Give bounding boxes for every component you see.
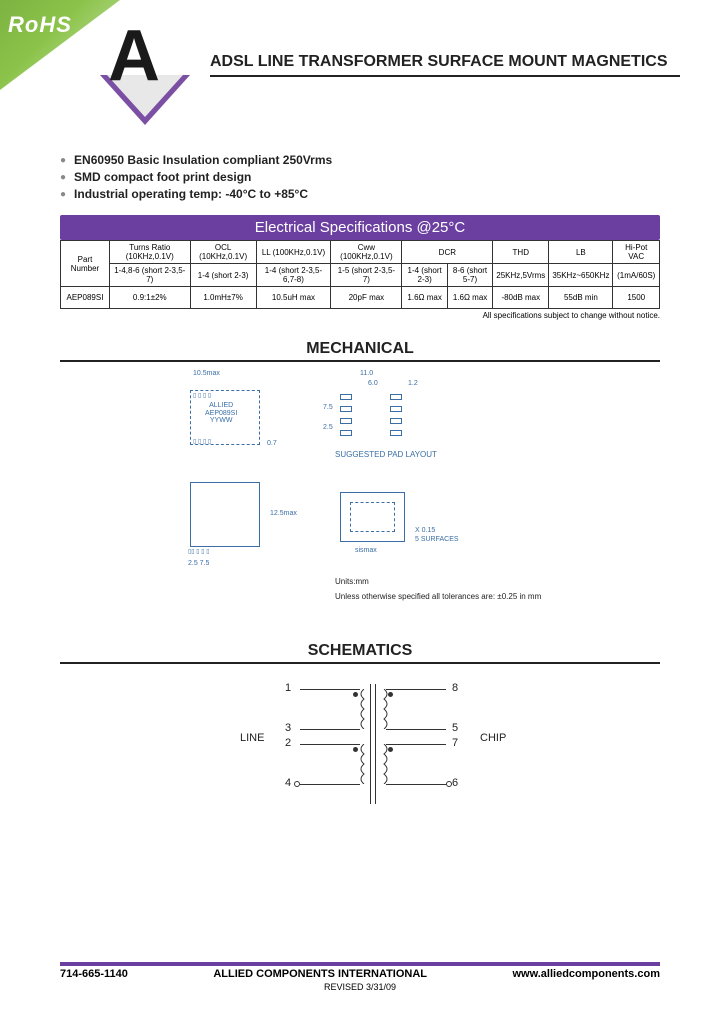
units-label: Units:mm <box>335 577 369 586</box>
sub-ocl: 1-4 (short 2-3) <box>190 264 256 287</box>
th-ocl: OCL (10KHz,0.1V) <box>190 241 256 264</box>
th-cww: Cww (100KHz,0.1V) <box>331 241 402 264</box>
sub-ll: 1-4 (short 2-3,5-6,7-8) <box>256 264 331 287</box>
footer-phone: 714-665-1140 <box>60 968 128 980</box>
feature-bullets: EN60950 Basic Insulation compliant 250Vr… <box>60 153 660 201</box>
th-hipot: Hi-Pot VAC <box>613 241 660 264</box>
sub-dcr2: 8-6 (short 5-7) <box>447 264 492 287</box>
sub-cww: 1-5 (short 2-3,5-7) <box>331 264 402 287</box>
page-footer: 714-665-1140 ALLIED COMPONENTS INTERNATI… <box>0 962 720 992</box>
cell-dcr1: 1.6Ω max <box>402 287 447 309</box>
spec-note: All specifications subject to change wit… <box>60 311 660 320</box>
sub-tr: 1-4,8-6 (short 2-3,5-7) <box>109 264 190 287</box>
th-ll: LL (100KHz,0.1V) <box>256 241 331 264</box>
cell-tr: 0.9:1±2% <box>109 287 190 309</box>
footer-company: ALLIED COMPONENTS INTERNATIONAL <box>213 968 427 980</box>
cell-lb: 55dB min <box>549 287 613 309</box>
page-title: ADSL LINE TRANSFORMER SURFACE MOUNT MAGN… <box>210 53 680 77</box>
footer-revised: REVISED 3/31/09 <box>60 982 660 992</box>
bullet-item: Industrial operating temp: -40°C to +85°… <box>60 187 660 201</box>
sub-hipot: (1mA/60S) <box>613 264 660 287</box>
cell-dcr2: 1.6Ω max <box>447 287 492 309</box>
th-tr: Turns Ratio (10KHz,0.1V) <box>109 241 190 264</box>
bullet-item: EN60950 Basic Insulation compliant 250Vr… <box>60 153 660 167</box>
sub-dcr1: 1-4 (short 2-3) <box>402 264 447 287</box>
chip-label: CHIP <box>480 732 506 744</box>
th-dcr: DCR <box>402 241 493 264</box>
cell-ocl: 1.0mH±7% <box>190 287 256 309</box>
company-logo: A <box>100 20 190 110</box>
th-lb: LB <box>549 241 613 264</box>
spec-banner: Electrical Specifications @25°C <box>60 215 660 240</box>
bullet-item: SMD compact foot print design <box>60 170 660 184</box>
footer-url: www.alliedcomponents.com <box>512 968 660 980</box>
line-label: LINE <box>240 732 264 744</box>
cell-hipot: 1500 <box>613 287 660 309</box>
cell-part: AEP089SI <box>61 287 110 309</box>
schematic-diagram: 1 3 2 4 8 5 7 6 LINE CHIP <box>60 674 660 824</box>
schematics-heading: SCHEMATICS <box>60 642 660 664</box>
cell-thd: -80dB max <box>493 287 549 309</box>
mechanical-drawings: 10.5max ALLIED AEP089SI YYWW 0.7 ▯ ▯ ▯ ▯… <box>60 372 660 622</box>
th-part: Part Number <box>61 241 110 287</box>
cell-ll: 10.5uH max <box>256 287 331 309</box>
cell-cww: 20pF max <box>331 287 402 309</box>
mechanical-heading: MECHANICAL <box>60 340 660 362</box>
sub-lb: 35KHz~650KHz <box>549 264 613 287</box>
electrical-spec-table: Part Number Turns Ratio (10KHz,0.1V) OCL… <box>60 240 660 309</box>
tolerance-label: Unless otherwise specified all tolerance… <box>335 592 541 601</box>
th-thd: THD <box>493 241 549 264</box>
sub-thd: 25KHz,5Vrms <box>493 264 549 287</box>
rohs-badge: RoHS <box>8 12 72 38</box>
